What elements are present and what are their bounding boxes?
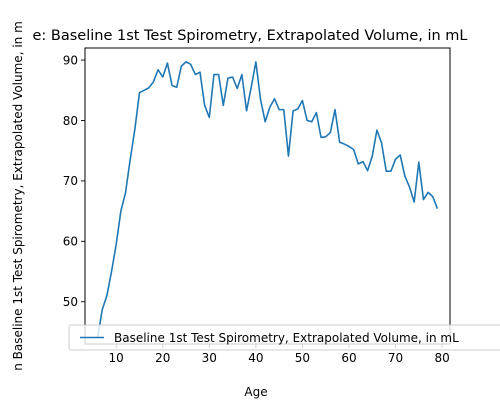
y-axis: 50 60 70 80 90 (63, 53, 85, 309)
x-tick-label: 60 (341, 351, 356, 365)
y-tick-label: 70 (63, 174, 78, 188)
x-tick-label: 10 (109, 351, 124, 365)
y-tick-label: 80 (63, 114, 78, 128)
y-tick-label: 50 (63, 295, 78, 309)
x-tick-label: 30 (202, 351, 217, 365)
legend-box (68, 324, 500, 351)
y-tick-label: 60 (63, 235, 78, 249)
plot-area (96, 61, 439, 339)
x-tick-label: 40 (248, 351, 263, 365)
legend: Baseline 1st Test Spirometry, Extrapolat… (68, 324, 500, 351)
x-axis-label: Age (244, 385, 267, 399)
x-tick-label: 50 (295, 351, 310, 365)
series-line (96, 61, 439, 339)
x-tick-label: 70 (388, 351, 403, 365)
y-tick-label: 90 (63, 53, 78, 67)
x-tick-label: 80 (434, 351, 449, 365)
y-axis-label: n Baseline 1st Test Spirometry, Extrapol… (11, 21, 25, 371)
x-tick-label: 20 (155, 351, 170, 365)
legend-entry-label: Baseline 1st Test Spirometry, Extrapolat… (114, 331, 459, 345)
chart-title: e: Baseline 1st Test Spirometry, Extrapo… (32, 28, 467, 44)
